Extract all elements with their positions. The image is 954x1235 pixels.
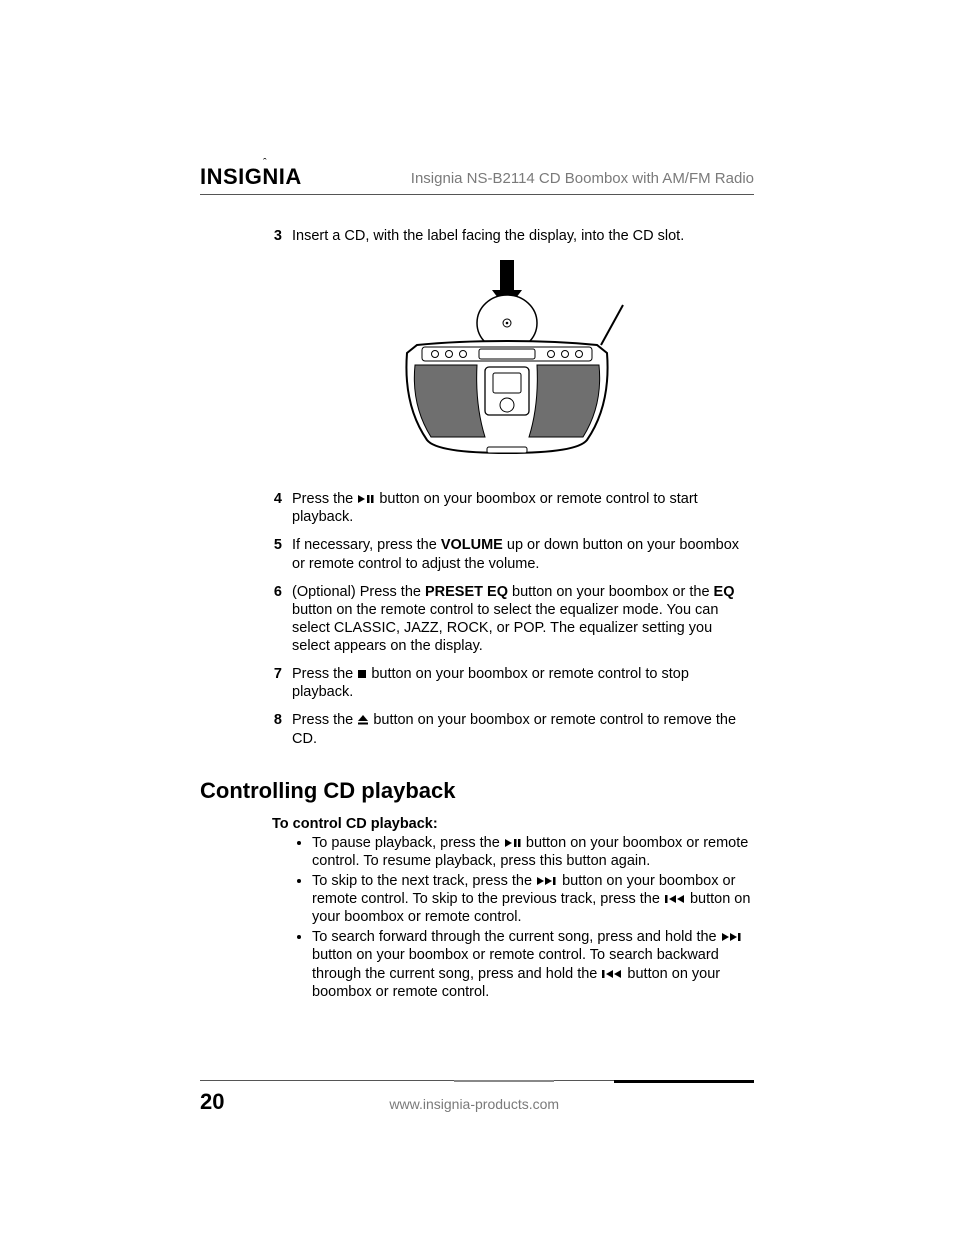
page-number: 20 <box>200 1089 224 1115</box>
step-5: 5 If necessary, press the VOLUME up or d… <box>260 536 754 572</box>
play-pause-icon <box>504 838 522 848</box>
eject-icon <box>357 715 369 725</box>
step-text: Press the button on your boombox or remo… <box>292 711 754 747</box>
stop-icon <box>357 669 367 679</box>
logo-accent-icon: ˆ <box>263 157 267 169</box>
footer-row: 20 www.insignia-products.com <box>200 1089 754 1115</box>
step-number: 7 <box>260 665 282 701</box>
text-fragment: Press the <box>292 491 357 507</box>
text-fragment: If necessary, press the <box>292 537 441 553</box>
text-fragment: button on your boombox or the <box>508 584 714 600</box>
skip-back-icon <box>664 894 686 904</box>
skip-back-icon <box>601 969 623 979</box>
page-header: Insignia NS-B2114 CD Boombox with AM/FM … <box>200 170 754 195</box>
step-list: 3 Insert a CD, with the label facing the… <box>260 227 754 748</box>
footer-url: www.insignia-products.com <box>224 1096 724 1112</box>
bold-term: PRESET EQ <box>425 584 508 600</box>
page-footer: 20 www.insignia-products.com <box>200 1080 754 1115</box>
subsection-title: To control CD playback: <box>272 816 754 832</box>
manual-page: Insignia NS-B2114 CD Boombox with AM/FM … <box>0 0 954 1235</box>
text-fragment: To skip to the next track, press the <box>312 873 536 889</box>
text-fragment: To pause playback, press the <box>312 835 504 851</box>
section-heading: Controlling CD playback <box>200 778 754 804</box>
play-pause-icon <box>357 494 375 504</box>
step-6: 6 (Optional) Press the PRESET EQ button … <box>260 583 754 656</box>
subsection: To control CD playback: To pause playbac… <box>272 816 754 1001</box>
step-text: If necessary, press the VOLUME up or dow… <box>292 536 754 572</box>
header-rule <box>200 194 754 195</box>
boombox-illustration <box>377 255 637 465</box>
step-number: 4 <box>260 490 282 526</box>
brand-logo-text: INSIGNIA <box>200 164 302 189</box>
step-4: 4 Press the button on your boombox or re… <box>260 490 754 526</box>
bullet-list: To pause playback, press the button on y… <box>272 834 754 1001</box>
text-fragment: (Optional) Press the <box>292 584 425 600</box>
bullet-item: To pause playback, press the button on y… <box>312 834 754 870</box>
text-fragment: Press the <box>292 712 357 728</box>
step-number: 6 <box>260 583 282 656</box>
step-text: Press the button on your boombox or remo… <box>292 490 754 526</box>
bullet-item: To skip to the next track, press the but… <box>312 872 754 926</box>
bold-term: EQ <box>714 584 735 600</box>
text-fragment: To search forward through the current so… <box>312 929 721 945</box>
footer-rule <box>200 1080 754 1081</box>
step-3: 3 Insert a CD, with the label facing the… <box>260 227 754 245</box>
brand-logo: ˆ INSIGNIA <box>200 164 312 190</box>
step-7: 7 Press the button on your boombox or re… <box>260 665 754 701</box>
text-fragment: Press the <box>292 666 357 682</box>
step-number: 5 <box>260 536 282 572</box>
text-fragment: button on the remote control to select t… <box>292 602 718 654</box>
bold-term: VOLUME <box>441 537 503 553</box>
skip-forward-icon <box>721 932 743 942</box>
step-8: 8 Press the button on your boombox or re… <box>260 711 754 747</box>
step-number: 3 <box>260 227 282 245</box>
bullet-item: To search forward through the current so… <box>312 928 754 1001</box>
cd-insert-diagram <box>260 255 754 470</box>
step-text: (Optional) Press the PRESET EQ button on… <box>292 583 754 656</box>
step-number: 8 <box>260 711 282 747</box>
skip-forward-icon <box>536 876 558 886</box>
step-text: Insert a CD, with the label facing the d… <box>292 227 754 245</box>
step-text: Press the button on your boombox or remo… <box>292 665 754 701</box>
